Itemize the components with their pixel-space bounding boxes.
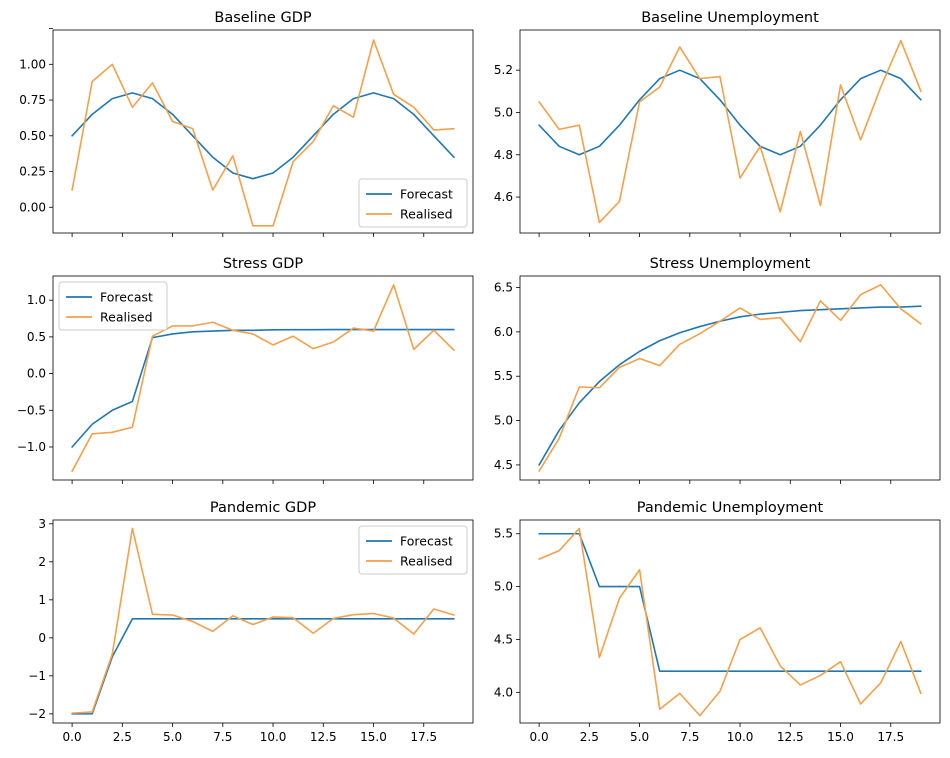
x-tick-label: 0.0 xyxy=(63,730,82,744)
y-tick-label: 5.5 xyxy=(494,369,513,383)
y-tick-label: 5.0 xyxy=(494,580,513,594)
x-tick-label: 5.0 xyxy=(630,730,649,744)
chart-panel: Baseline GDP 0.00 0.25 0.50 0.75 1.00 Forecast… xyxy=(19,10,474,237)
y-tick-label: 4.8 xyxy=(494,148,513,162)
axes-frame xyxy=(519,519,941,724)
chart-title: Pandemic GDP xyxy=(210,500,316,516)
y-tick-label: −2 xyxy=(28,707,46,721)
x-tick-label: 7.5 xyxy=(680,730,699,744)
series-line-forecast xyxy=(538,532,922,672)
y-tick-label: 4.5 xyxy=(494,458,513,472)
series-line-realised xyxy=(538,39,922,224)
y-tick-label: 1.0 xyxy=(27,293,46,307)
chart-panel: Pandemic GDP −2 −1 0 1 2 3 0.0 2.5 5.0 7.5 10.0 12.5… xyxy=(28,500,474,744)
chart-title: Pandemic Unemployment xyxy=(637,500,824,516)
axes-frame xyxy=(519,29,941,234)
axes-frame xyxy=(52,275,474,481)
y-tick-label: −0.5 xyxy=(17,403,46,417)
legend-label: Forecast xyxy=(400,534,453,549)
series-line-forecast xyxy=(538,69,922,156)
y-tick-label: 6.0 xyxy=(494,325,513,339)
y-tick-label: 5.2 xyxy=(494,63,513,77)
y-tick-label: −1 xyxy=(28,669,46,683)
y-tick-label: 0.00 xyxy=(19,200,46,214)
x-tick-label: 2.5 xyxy=(113,730,132,744)
y-tick-label: 1.00 xyxy=(19,57,46,71)
y-tick-label: 0.75 xyxy=(19,93,46,107)
y-tick-label: 6.5 xyxy=(494,281,513,295)
chart-panel: Baseline Unemployment 4.6 4.8 5.0 5.2 xyxy=(494,10,941,237)
legend-box xyxy=(58,281,168,331)
series-line-forecast xyxy=(71,618,455,715)
y-tick-label: 0.0 xyxy=(27,367,46,381)
legend: Forecast Realised xyxy=(358,525,468,575)
chart-title: Baseline GDP xyxy=(214,10,311,26)
y-tick-label: 0.50 xyxy=(19,129,46,143)
legend: Forecast Realised xyxy=(358,178,468,228)
legend-box xyxy=(358,178,468,228)
chart-title: Stress GDP xyxy=(223,256,304,272)
y-tick-label: 5.0 xyxy=(494,414,513,428)
chart-panel: Pandemic Unemployment 4.0 4.5 5.0 5.5 0.0 2.5 5… xyxy=(494,500,941,744)
y-tick-label: 2 xyxy=(38,555,46,569)
series-line-realised xyxy=(538,527,922,717)
x-tick-label: 7.5 xyxy=(213,730,232,744)
x-tick-label: 12.5 xyxy=(777,730,804,744)
y-tick-label: −1.0 xyxy=(17,440,46,454)
series-line-realised xyxy=(538,284,922,472)
series-line-forecast xyxy=(538,305,922,466)
x-tick-label: 10.0 xyxy=(260,730,287,744)
axes-frame xyxy=(519,275,941,481)
x-tick-label: 5.0 xyxy=(163,730,182,744)
series-line-realised xyxy=(71,284,455,472)
series-line-forecast xyxy=(71,328,455,448)
x-tick-label: 10.0 xyxy=(727,730,754,744)
legend-label: Forecast xyxy=(100,290,153,305)
x-tick-label: 12.5 xyxy=(310,730,337,744)
x-tick-label: 15.0 xyxy=(827,730,854,744)
y-tick-label: 0 xyxy=(38,631,46,645)
y-tick-label: 0.5 xyxy=(27,330,46,344)
chart-title: Stress Unemployment xyxy=(650,256,811,272)
y-tick-label: 3 xyxy=(38,517,46,531)
y-tick-label: 1 xyxy=(38,593,46,607)
legend-label: Realised xyxy=(400,207,453,222)
axes-frame xyxy=(52,29,474,234)
legend-label: Realised xyxy=(100,310,153,325)
x-tick-label: 0.0 xyxy=(530,730,549,744)
y-tick-label: 4.6 xyxy=(494,190,513,204)
y-tick-label: 5.5 xyxy=(494,527,513,541)
legend-box xyxy=(358,525,468,575)
x-tick-label: 17.5 xyxy=(410,730,437,744)
y-tick-label: 0.25 xyxy=(19,165,46,179)
x-tick-label: 17.5 xyxy=(877,730,904,744)
x-tick-label: 2.5 xyxy=(580,730,599,744)
chart-panel: Stress GDP −1.0 −0.5 0.0 0.5 1.0 Forecast Reali… xyxy=(17,256,474,484)
y-tick-label: 4.0 xyxy=(494,685,513,699)
legend-label: Forecast xyxy=(400,187,453,202)
y-tick-label: 4.5 xyxy=(494,632,513,646)
legend: Forecast Realised xyxy=(58,281,168,331)
legend-label: Realised xyxy=(400,554,453,569)
x-tick-label: 15.0 xyxy=(360,730,387,744)
axes-frame xyxy=(52,519,474,724)
series-line-realised xyxy=(71,527,455,714)
series-line-forecast xyxy=(71,92,455,180)
chart-panel: Stress Unemployment 4.5 5.0 5.5 6.0 6.5 xyxy=(494,256,941,484)
chart-title: Baseline Unemployment xyxy=(641,10,819,26)
y-tick-label: 5.0 xyxy=(494,105,513,119)
series-line-realised xyxy=(71,39,455,227)
